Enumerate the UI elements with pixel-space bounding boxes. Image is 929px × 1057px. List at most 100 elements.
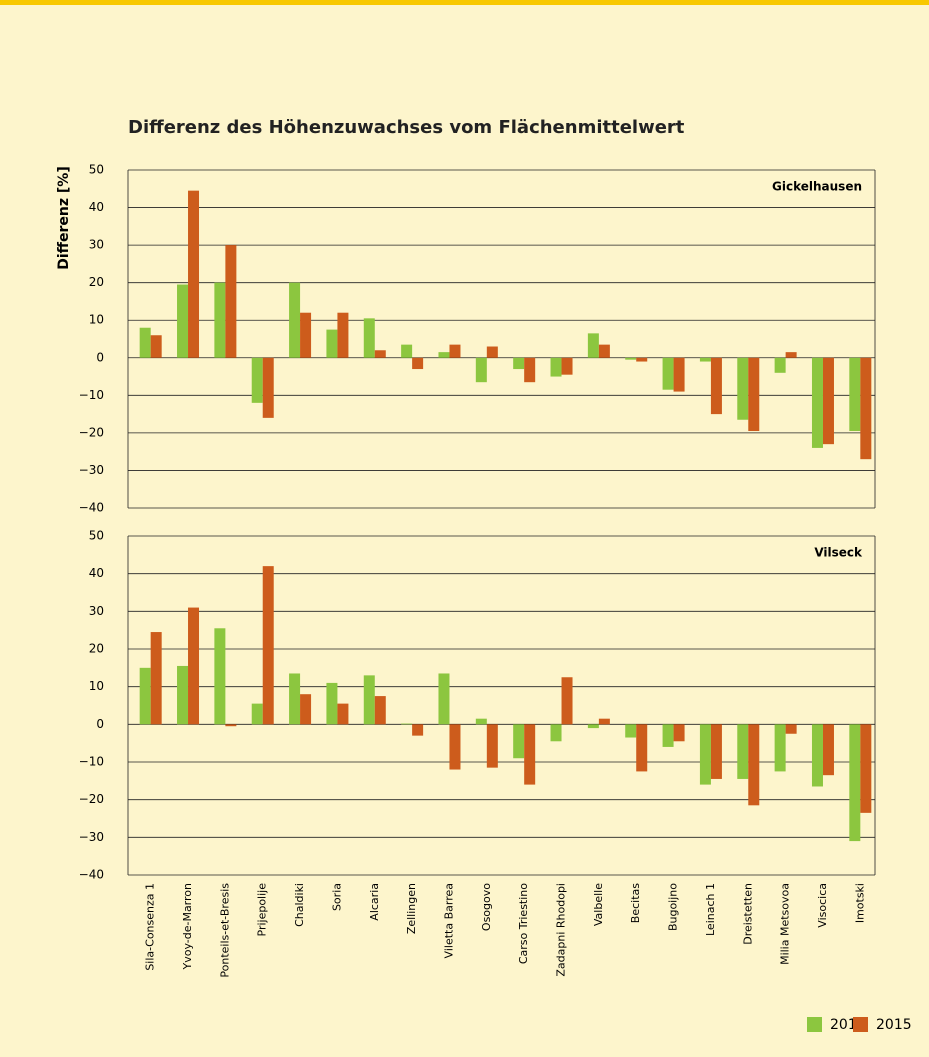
y-tick-label: 40 (89, 566, 104, 580)
bar (822, 724, 834, 776)
top-stripe (0, 0, 929, 5)
bar (214, 628, 226, 725)
bar (363, 318, 375, 358)
bar (251, 357, 263, 403)
y-tick-label: 50 (89, 163, 104, 177)
bar (561, 357, 573, 375)
bar (524, 724, 536, 785)
x-tick-label: Bugoijno (667, 883, 680, 931)
x-tick-label: Becitas (629, 883, 642, 923)
bar (177, 284, 189, 358)
y-tick-label: −20 (79, 792, 104, 806)
bar (625, 724, 637, 738)
bar (699, 357, 711, 362)
bar (737, 724, 749, 779)
bar (710, 357, 722, 415)
y-tick-label: −40 (79, 501, 104, 515)
bar (598, 718, 610, 725)
legend-label: 2015 (876, 1017, 912, 1033)
y-tick-label: −40 (79, 868, 104, 882)
bar (289, 673, 301, 725)
y-tick-label: 0 (96, 717, 104, 731)
bar (748, 724, 760, 806)
bar (438, 352, 450, 358)
bar (636, 724, 648, 772)
bar (486, 346, 498, 358)
legend-swatch (807, 1017, 822, 1032)
bar (785, 352, 797, 358)
legend-swatch (853, 1017, 868, 1032)
x-tick-label: Valbelle (592, 883, 605, 926)
bar (139, 667, 151, 725)
bar (673, 724, 685, 742)
bar (326, 329, 338, 358)
panel-label: Gickelhausen (772, 180, 862, 194)
bar (587, 333, 599, 358)
bar (486, 724, 498, 768)
bar (513, 357, 525, 370)
y-tick-label: −30 (79, 463, 104, 477)
bar (300, 694, 312, 725)
x-tick-label: Ponteils-et-Bresis (218, 883, 231, 978)
bar (849, 357, 861, 432)
bar (188, 190, 200, 358)
bar (214, 282, 226, 358)
bar (550, 724, 562, 742)
bar (449, 724, 461, 770)
bar (475, 718, 487, 725)
y-axis-label: Differenz [%] (56, 166, 72, 269)
bar (774, 724, 786, 772)
y-tick-label: −30 (79, 830, 104, 844)
bar (662, 724, 674, 747)
x-tick-label: Leinach 1 (704, 883, 717, 936)
x-tick-label: Soria (330, 883, 343, 911)
y-tick-label: 20 (89, 642, 104, 656)
y-tick-label: 10 (89, 679, 104, 693)
bar (550, 357, 562, 377)
bar (860, 724, 872, 813)
bar (401, 723, 413, 725)
x-tick-label: Chaldiki (293, 883, 306, 927)
bar (598, 344, 610, 358)
y-tick-label: 20 (89, 275, 104, 289)
x-tick-label: Dreistetten (741, 883, 754, 945)
bar (188, 607, 200, 725)
y-tick-label: 10 (89, 313, 104, 327)
bar (513, 724, 525, 759)
bar (363, 675, 375, 725)
bar (177, 665, 189, 725)
y-tick-label: 50 (89, 529, 104, 543)
bar (289, 282, 301, 358)
bar (524, 357, 536, 383)
bar (822, 357, 834, 445)
panel-label: Vilseck (814, 546, 863, 560)
bar (849, 724, 861, 842)
y-tick-label: 30 (89, 238, 104, 252)
x-tick-label: Zadapni Rhodopi (555, 883, 568, 977)
bar (337, 312, 349, 358)
x-tick-label: Yvoy-de-Marron (181, 883, 194, 971)
bar (300, 312, 312, 358)
bar (748, 357, 760, 432)
bar (139, 327, 151, 358)
bar (225, 245, 237, 358)
bar (475, 357, 487, 383)
x-tick-label: Prijepolije (256, 883, 269, 937)
bar (636, 357, 648, 362)
bar (710, 724, 722, 779)
bar (438, 673, 450, 725)
bar (337, 703, 349, 725)
chart-title: Differenz des Höhenzuwachses vom Flächen… (128, 117, 685, 138)
bar (225, 724, 237, 727)
x-tick-label: Sila-Consenza 1 (144, 883, 157, 971)
bar (449, 344, 461, 358)
bar (587, 724, 599, 729)
y-tick-label: 0 (96, 350, 104, 364)
y-tick-label: −10 (79, 388, 104, 402)
bar (374, 350, 386, 358)
bar (737, 357, 749, 420)
bar (625, 357, 637, 360)
bar (374, 696, 386, 725)
bar (262, 566, 274, 725)
